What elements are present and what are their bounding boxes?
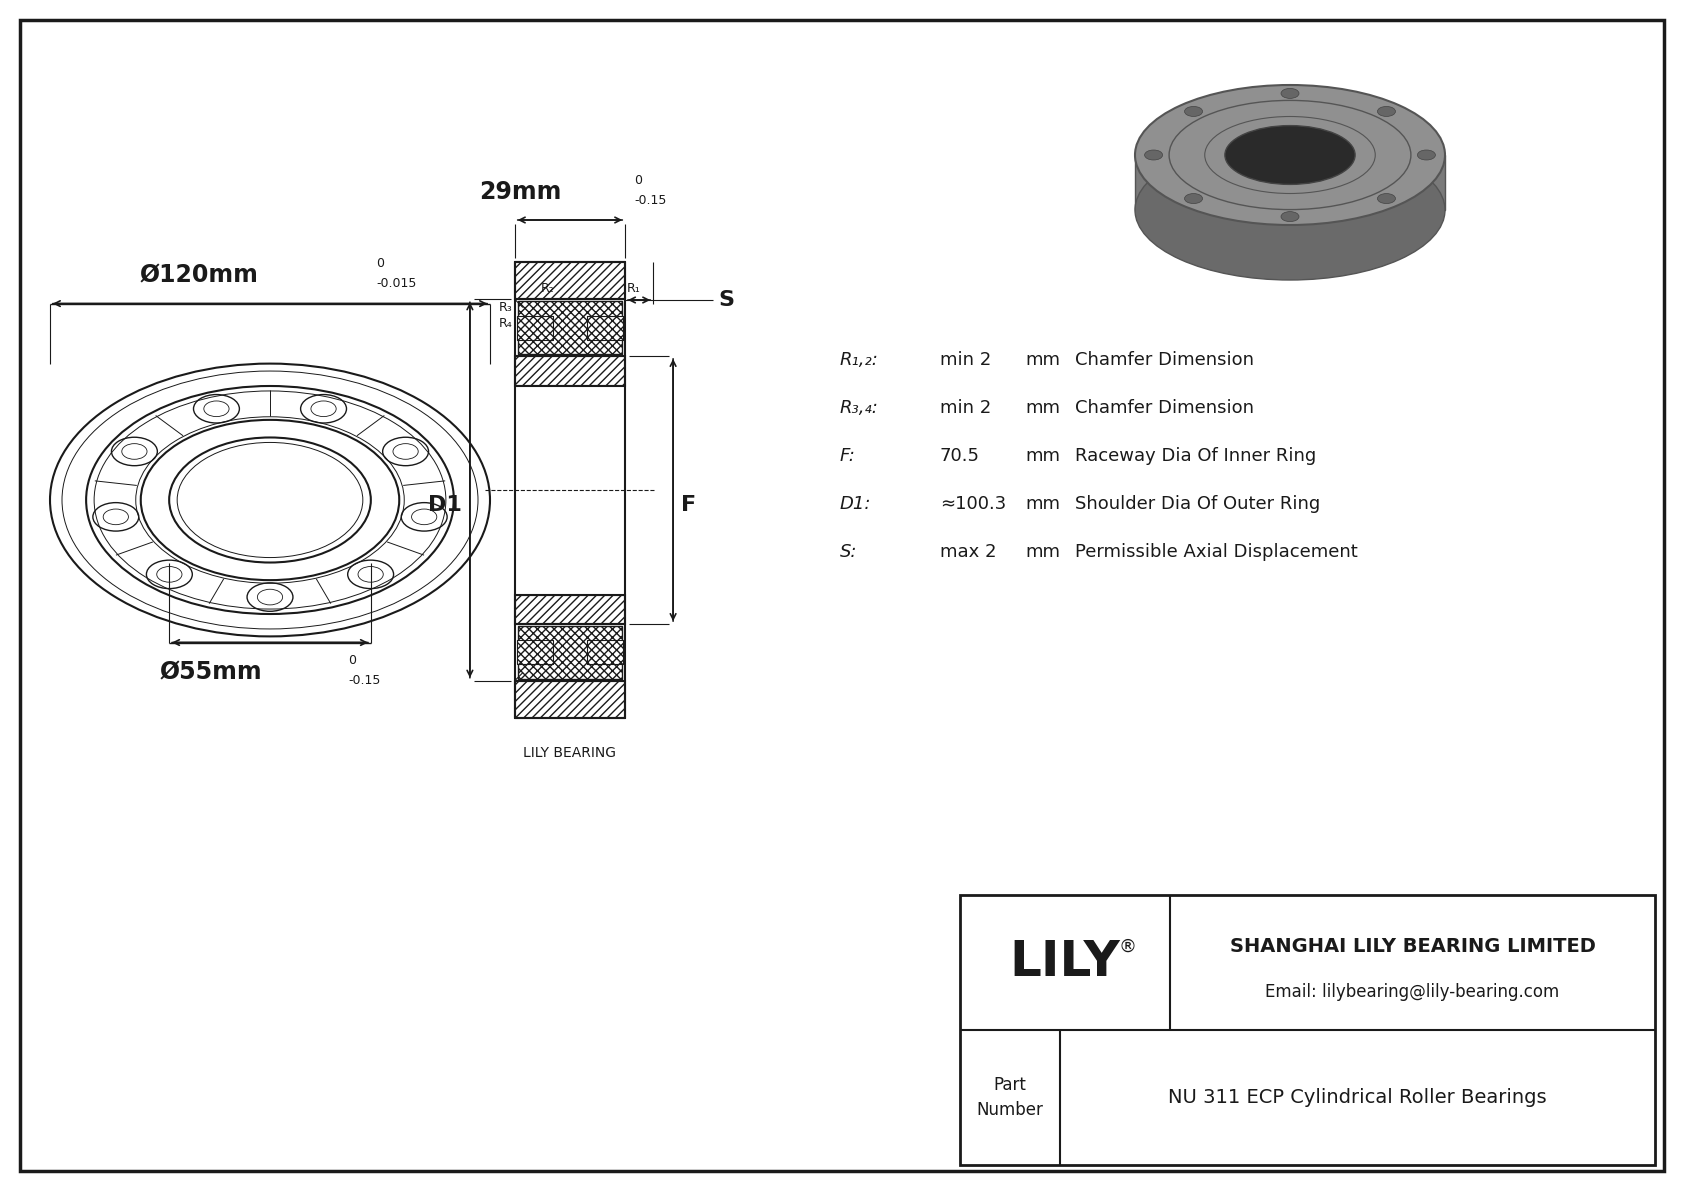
Polygon shape bbox=[515, 386, 625, 594]
Text: F: F bbox=[680, 495, 695, 515]
Text: mm: mm bbox=[1026, 543, 1059, 561]
Ellipse shape bbox=[1184, 194, 1202, 204]
Text: -0.15: -0.15 bbox=[633, 193, 667, 206]
Text: min 2: min 2 bbox=[940, 399, 992, 417]
Text: Chamfer Dimension: Chamfer Dimension bbox=[1074, 351, 1255, 369]
Text: R₁: R₁ bbox=[626, 282, 642, 295]
Text: mm: mm bbox=[1026, 447, 1059, 464]
Polygon shape bbox=[515, 594, 625, 624]
Text: mm: mm bbox=[1026, 351, 1059, 369]
Ellipse shape bbox=[1145, 150, 1162, 160]
Polygon shape bbox=[586, 641, 623, 665]
Ellipse shape bbox=[1224, 125, 1356, 185]
Ellipse shape bbox=[1184, 106, 1202, 117]
Text: R₄: R₄ bbox=[498, 318, 514, 330]
Text: S:: S: bbox=[840, 543, 857, 561]
Text: Chamfer Dimension: Chamfer Dimension bbox=[1074, 399, 1255, 417]
Text: NU 311 ECP Cylindrical Roller Bearings: NU 311 ECP Cylindrical Roller Bearings bbox=[1169, 1089, 1548, 1106]
Polygon shape bbox=[517, 641, 554, 665]
Text: R₃,₄:: R₃,₄: bbox=[840, 399, 879, 417]
Text: Part
Number: Part Number bbox=[977, 1075, 1044, 1120]
Polygon shape bbox=[515, 262, 625, 299]
Text: S: S bbox=[717, 289, 734, 310]
Ellipse shape bbox=[1135, 85, 1445, 225]
Text: LILY: LILY bbox=[1010, 939, 1120, 986]
Text: Raceway Dia Of Inner Ring: Raceway Dia Of Inner Ring bbox=[1074, 447, 1317, 464]
Ellipse shape bbox=[1135, 141, 1445, 280]
Polygon shape bbox=[519, 301, 621, 354]
Bar bbox=[960, 894, 1655, 1165]
Text: D1:: D1: bbox=[840, 495, 872, 513]
Polygon shape bbox=[1135, 155, 1445, 210]
Text: R₃: R₃ bbox=[498, 301, 514, 314]
Text: 70.5: 70.5 bbox=[940, 447, 980, 464]
Text: -0.015: -0.015 bbox=[376, 278, 416, 291]
Text: SHANGHAI LILY BEARING LIMITED: SHANGHAI LILY BEARING LIMITED bbox=[1229, 937, 1595, 956]
Text: R₁,₂:: R₁,₂: bbox=[840, 351, 879, 369]
Polygon shape bbox=[515, 680, 625, 718]
Text: 0: 0 bbox=[349, 654, 355, 667]
Text: mm: mm bbox=[1026, 399, 1059, 417]
Ellipse shape bbox=[1418, 150, 1435, 160]
Ellipse shape bbox=[1378, 194, 1396, 204]
Polygon shape bbox=[517, 316, 554, 339]
Text: max 2: max 2 bbox=[940, 543, 997, 561]
Text: -0.15: -0.15 bbox=[349, 674, 381, 687]
Text: 29mm: 29mm bbox=[480, 180, 562, 204]
Polygon shape bbox=[515, 356, 625, 386]
Text: 0: 0 bbox=[633, 174, 642, 187]
Polygon shape bbox=[519, 626, 621, 679]
Text: Shoulder Dia Of Outer Ring: Shoulder Dia Of Outer Ring bbox=[1074, 495, 1320, 513]
Polygon shape bbox=[515, 624, 625, 680]
Text: LILY BEARING: LILY BEARING bbox=[524, 746, 616, 760]
Text: R₂: R₂ bbox=[541, 282, 556, 295]
Text: Email: lilybearing@lily-bearing.com: Email: lilybearing@lily-bearing.com bbox=[1265, 984, 1559, 1002]
Text: ®: ® bbox=[1118, 937, 1137, 955]
Text: mm: mm bbox=[1026, 495, 1059, 513]
Text: D1: D1 bbox=[428, 495, 461, 515]
Ellipse shape bbox=[1282, 88, 1298, 99]
Text: 0: 0 bbox=[376, 257, 384, 270]
Ellipse shape bbox=[1378, 106, 1396, 117]
Ellipse shape bbox=[1282, 212, 1298, 222]
Text: Ø55mm: Ø55mm bbox=[160, 661, 263, 685]
Text: Ø120mm: Ø120mm bbox=[140, 263, 258, 287]
Text: Permissible Axial Displacement: Permissible Axial Displacement bbox=[1074, 543, 1357, 561]
Polygon shape bbox=[586, 316, 623, 339]
Polygon shape bbox=[515, 299, 625, 356]
Text: ≈100.3: ≈100.3 bbox=[940, 495, 1007, 513]
Text: F:: F: bbox=[840, 447, 855, 464]
Text: min 2: min 2 bbox=[940, 351, 992, 369]
